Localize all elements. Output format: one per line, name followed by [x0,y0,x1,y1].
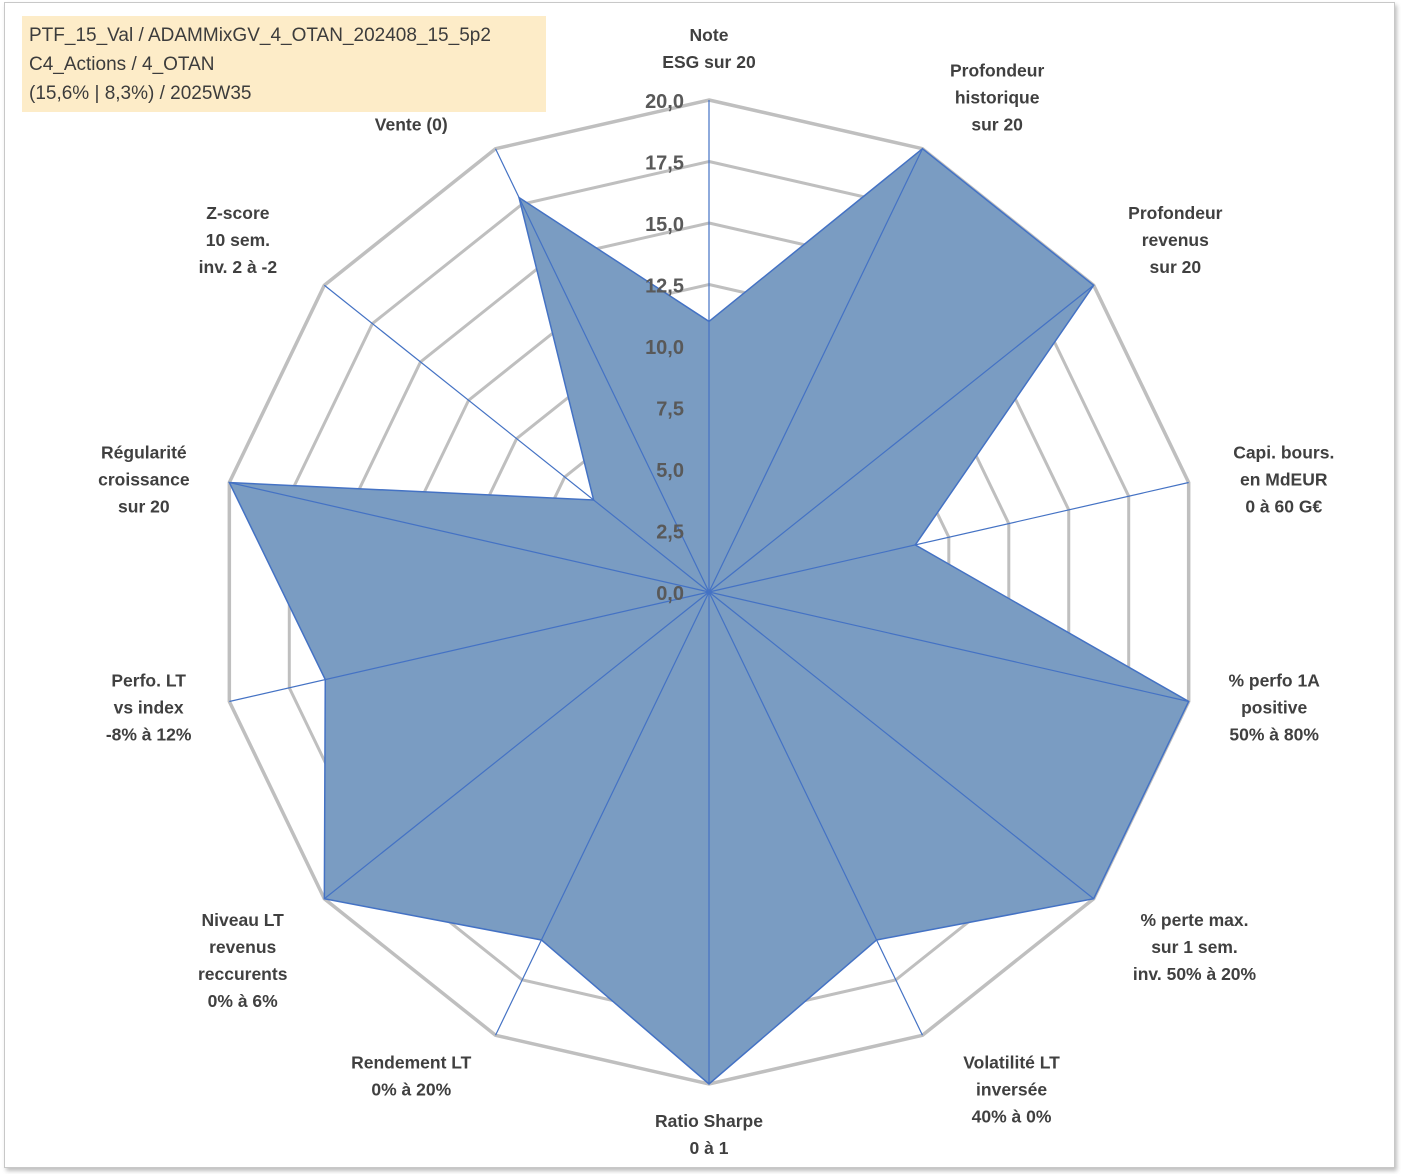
axis-label: % perfo 1A positive 50% à 80% [1228,670,1320,744]
axis-label-line: 10 sem. [206,230,270,250]
axis-label-line: Ratio Sharpe [655,1111,763,1131]
axis-spoke [323,284,710,593]
axis-spoke [708,591,1095,900]
axis-label: Capi. bours. en MdEUR 0 à 60 G€ [1233,443,1334,517]
axis-label-line: Note [690,25,729,45]
axis-label: Ratio Sharpe 0 à 1 [655,1111,763,1158]
tick-label: 5,0 [656,460,684,482]
axis-label: Profondeur revenus sur 20 [1128,203,1222,277]
tick-label: 12,5 [645,276,684,298]
radar-spokes [229,100,1189,1084]
portfolio-info-line-2: C4_Actions / 4_OTAN [29,54,215,75]
axis-label-line: % perfo 1A [1228,670,1320,690]
axis-label-line: Profondeur [1128,203,1222,223]
tick-label: 17,5 [645,153,684,175]
axis-label-line: revenus [1142,230,1209,250]
axis-label-line: Profondeur [950,61,1044,81]
axis-label-line: 0% à 20% [371,1079,451,1099]
axis-label-line: sur 20 [118,497,170,517]
axis-label-line: inv. 50% à 20% [1133,964,1257,984]
axis-label: Note ESG sur 20 [662,25,756,72]
axis-label: Niveau LT revenus reccurents 0% à 6% [198,910,288,1011]
axis-label-line: 40% à 0% [972,1106,1052,1126]
axis-label: Profondeur historique sur 20 [950,61,1044,135]
axis-label-line: Perfo. LT [111,670,186,690]
axis-label-line: 0% à 6% [208,991,278,1011]
axis-spoke [229,591,710,703]
tick-label: 0,0 [656,583,684,605]
axis-label-line: 0 à 1 [690,1138,729,1158]
axis-label-line: 0 à 60 G€ [1245,497,1322,517]
axis-label: Perfo. LT vs index -8% à 12% [106,670,192,744]
tick-label: 20,0 [645,91,684,113]
axis-labels: Note ESG sur 20 Profondeur historique sur 20… [98,25,1334,1158]
axis-label: Volatilité LT inversée 40% à 0% [963,1052,1060,1126]
axis-label-line: croissance [98,470,190,490]
axis-label-line: inversée [976,1079,1047,1099]
radial-tick-labels: 0,0 2,5 5,0 7,5 10,0 12,5 15,0 17,5 20,0 [645,91,684,605]
portfolio-info-line-1: PTF_15_Val / ADAMMixGV_4_OTAN_202408_15_… [29,25,491,46]
axis-spoke [708,481,1189,593]
tick-label: 2,5 [656,522,684,544]
axis-spoke [708,148,924,593]
axis-spoke [494,148,710,593]
axis-label-line: Vente (0) [375,115,448,135]
axis-label-line: historique [955,88,1040,108]
axis-spoke [708,591,1189,703]
axis-label-line: -8% à 12% [106,724,192,744]
axis-label: % perte max. sur 1 sem. inv. 50% à 20% [1133,910,1257,984]
axis-label-line: % perte max. [1141,910,1249,930]
axis-label-line: inv. 2 à -2 [199,257,278,277]
axis-label-line: sur 20 [1150,257,1202,277]
axis-label-line: positive [1241,697,1307,717]
axis-label-line: sur 1 sem. [1151,937,1238,957]
axis-label-line: revenus [209,937,276,957]
axis-spoke [229,481,710,593]
axis-label-line: Volatilité LT [963,1052,1060,1072]
axis-label-line: vs index [114,697,184,717]
portfolio-info-line-3: (15,6% | 8,3%) / 2025W35 [29,83,252,104]
axis-label-line: 50% à 80% [1229,724,1319,744]
tick-label: 15,0 [645,214,684,236]
axis-label-line: Régularité [101,443,187,463]
axis-spoke [494,591,710,1036]
axis-label-line: Rendement LT [351,1052,472,1072]
axis-label: Régularité croissance sur 20 [98,443,190,517]
axis-label: Z-score 10 sem. inv. 2 à -2 [199,203,278,277]
axis-label: Rendement LT 0% à 20% [351,1052,472,1099]
axis-label-line: ESG sur 20 [662,52,756,72]
tick-label: 10,0 [645,337,684,359]
axis-spoke [708,284,1095,593]
axis-label-line: Capi. bours. [1233,443,1334,463]
axis-spoke [708,591,924,1036]
axis-label-line: reccurents [198,964,288,984]
axis-label-line: Z-score [206,203,269,223]
axis-spoke [323,591,710,900]
axis-label-line: sur 20 [971,115,1023,135]
axis-label-line: en MdEUR [1240,470,1328,490]
axis-label-line: Niveau LT [202,910,285,930]
portfolio-info-box: PTF_15_Val / ADAMMixGV_4_OTAN_202408_15_… [22,16,546,112]
tick-label: 7,5 [656,399,684,421]
